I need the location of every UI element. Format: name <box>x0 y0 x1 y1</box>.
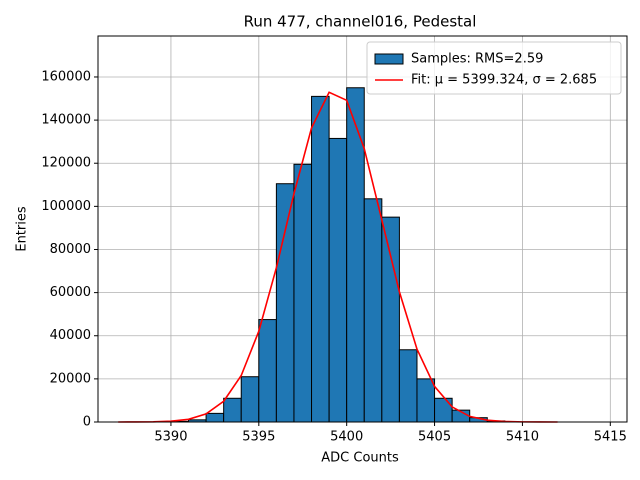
x-tick-label: 5410 <box>506 430 539 445</box>
x-axis-label: ADC Counts <box>321 451 399 466</box>
y-tick-label: 160000 <box>41 69 91 84</box>
bar <box>223 397 242 423</box>
bar <box>363 198 383 423</box>
legend-box <box>366 41 622 95</box>
bar <box>293 163 313 423</box>
x-tick-label: 5390 <box>154 430 187 445</box>
legend-label: Fit: μ = 5399.324, σ = 2.685 <box>411 73 597 88</box>
chart-title: Run 477, channel016, Pedestal <box>244 13 477 31</box>
bar <box>311 95 330 423</box>
y-tick-label: 80000 <box>50 242 91 257</box>
x-tick-label: 5415 <box>594 430 627 445</box>
y-tick-label: 100000 <box>41 199 91 214</box>
y-tick-label: 20000 <box>50 371 91 386</box>
x-tick-label: 5400 <box>330 430 363 445</box>
y-tick-label: 140000 <box>41 113 91 128</box>
fit-line <box>118 91 558 423</box>
bar <box>434 397 453 423</box>
y-tick-label: 40000 <box>50 328 91 343</box>
bar <box>205 412 225 423</box>
bar <box>328 137 348 423</box>
bar <box>240 376 260 423</box>
legend-label: Samples: RMS=2.59 <box>411 52 543 67</box>
bar <box>381 216 400 423</box>
legend-swatch <box>374 53 404 65</box>
plot-frame <box>97 35 628 423</box>
x-tick-label: 5395 <box>242 430 275 445</box>
y-tick-label: 0 <box>83 415 91 430</box>
y-tick-label: 120000 <box>41 156 91 171</box>
x-tick-label: 5405 <box>418 430 451 445</box>
y-axis-label: Entries <box>15 206 30 252</box>
bar <box>275 183 295 423</box>
bar <box>398 349 418 423</box>
y-tick-label: 60000 <box>50 285 91 300</box>
bar <box>346 87 365 423</box>
bar <box>258 319 277 423</box>
bar <box>416 378 436 423</box>
